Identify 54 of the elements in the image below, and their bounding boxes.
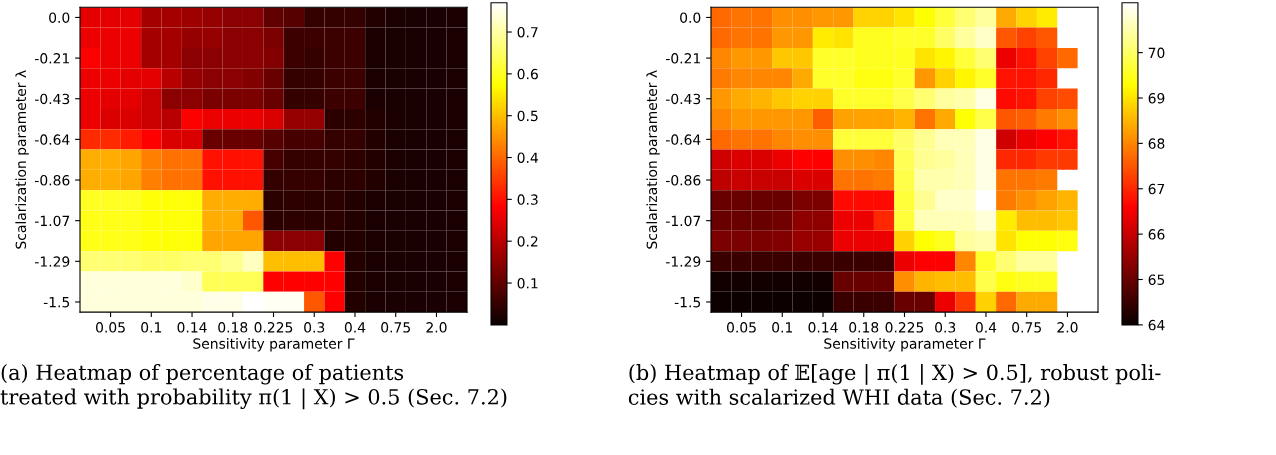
x-tick-label: 0.4	[344, 322, 366, 333]
x-axis-title: Sensitivity parameter Γ	[824, 338, 986, 352]
x-tick-label: 0.1	[772, 322, 793, 333]
y-tick-label: -1.5	[43, 297, 70, 308]
x-tick-label: 0.3	[935, 322, 956, 333]
x-tick-label: 0.75	[381, 322, 410, 333]
y-tick-label: -0.43	[35, 93, 70, 105]
color-bar-label: 68	[1148, 138, 1165, 149]
color-bar-label: 0.6	[517, 68, 538, 80]
color-bar-label: 70	[1148, 47, 1165, 59]
y-tick-label: -1.29	[35, 256, 70, 267]
y-axis-title: Scalarization parameter λ	[646, 70, 660, 249]
y-tick-label: 0.0	[49, 12, 70, 23]
color-bar-label: 0.7	[517, 26, 538, 38]
color-bar-label: 0.4	[517, 152, 538, 163]
y-tick-label: -1.29	[666, 256, 701, 267]
y-tick-label: -1.07	[35, 215, 70, 227]
y-tick-label: -0.64	[35, 134, 70, 145]
y-tick-label: -1.07	[666, 215, 701, 227]
text: (a) Heatmap of percentage of patients treated with probability π(1 | X) > 0.5 (Sec. 7.2)	[0, 364, 507, 410]
y-tick-label: -0.43	[666, 93, 701, 105]
x-axis-title: Sensitivity parameter Γ	[193, 338, 355, 352]
y-tick-label: -0.86	[35, 175, 70, 186]
x-tick-label: 2.0	[426, 322, 447, 333]
x-tick-label: 0.14	[177, 322, 207, 333]
x-tick-label: 2.0	[1057, 322, 1078, 333]
color-bar-label: 67	[1148, 183, 1165, 195]
y-tick-label: -1.5	[674, 297, 701, 308]
x-tick-label: 0.225	[254, 322, 293, 333]
x-tick-label: 0.18	[218, 322, 248, 333]
x-tick-label: 0.14	[808, 322, 838, 333]
color-bar-label: 0.5	[517, 110, 538, 122]
color-bar-label: 64	[1148, 319, 1165, 331]
color-bar-label: 66	[1148, 229, 1165, 240]
x-tick-label: 0.225	[885, 322, 924, 333]
y-axis-title: Scalarization parameter λ	[15, 70, 29, 249]
color-bar-label: 0.1	[517, 278, 538, 289]
x-tick-label: 0.4	[975, 322, 997, 333]
y-tick-label: 0.0	[680, 12, 701, 23]
x-tick-label: 0.75	[1012, 322, 1041, 333]
color-bar-label: 65	[1148, 274, 1165, 285]
color-bar-label: 69	[1148, 92, 1165, 104]
text: (b) Heatmap of 𝔼[age | π(1 | X) > 0.5], robust poli- cies with scalarized WHI data (Sec. 7.2)	[628, 364, 1161, 408]
y-tick-label: -0.86	[666, 175, 701, 186]
x-tick-label: 0.05	[96, 322, 125, 333]
x-tick-label: 0.18	[849, 322, 879, 333]
y-tick-label: -0.21	[666, 53, 700, 64]
y-tick-label: -0.21	[35, 53, 69, 64]
color-bar-label: 0.3	[517, 194, 538, 205]
y-tick-label: -0.64	[666, 134, 701, 145]
x-tick-label: 0.1	[141, 322, 162, 333]
color-bar-label: 0.2	[517, 236, 538, 247]
x-tick-label: 0.05	[726, 322, 756, 333]
x-tick-label: 0.3	[304, 322, 325, 333]
